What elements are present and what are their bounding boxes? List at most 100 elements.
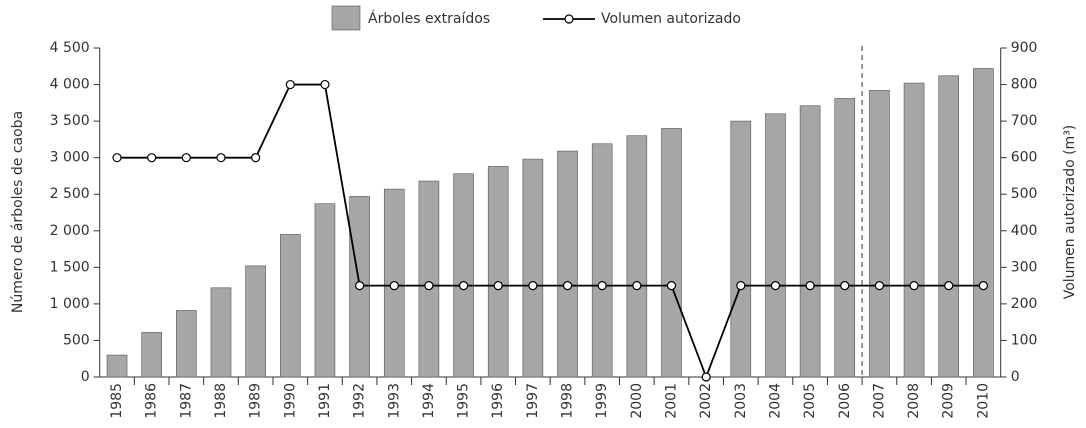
x-tick-label: 1993 xyxy=(386,383,402,419)
y-tick-label: 4 500 xyxy=(50,40,90,56)
bar xyxy=(279,234,301,378)
legend-marker xyxy=(564,14,574,24)
x-tick-label: 1987 xyxy=(178,383,194,419)
line-marker xyxy=(285,79,295,90)
x-tick-label: 1999 xyxy=(594,383,610,419)
bar xyxy=(765,113,786,378)
y2-tick-label: 600 xyxy=(1011,150,1038,166)
bar xyxy=(141,332,162,378)
line-marker xyxy=(562,281,573,291)
y-tick-label: 1 000 xyxy=(50,296,90,312)
y2-tick-label: 100 xyxy=(1011,332,1038,348)
line-marker xyxy=(389,281,399,291)
bar xyxy=(799,105,821,378)
y-axis-title: Número de árboles de caoba xyxy=(10,111,26,313)
y-tick-label: 3 000 xyxy=(50,150,90,166)
line-marker xyxy=(978,281,988,291)
bar xyxy=(314,203,336,378)
line-marker xyxy=(805,281,815,291)
bar xyxy=(661,128,682,378)
line-marker xyxy=(944,281,954,291)
bar xyxy=(903,82,925,378)
bar xyxy=(453,173,474,378)
line-marker xyxy=(701,372,711,382)
line-marker xyxy=(112,153,122,163)
x-tick-label: 1994 xyxy=(421,383,437,419)
line-marker xyxy=(874,281,885,291)
y2-tick-label: 300 xyxy=(1011,259,1038,275)
bar xyxy=(245,265,266,378)
legend-label: Árboles extraídos xyxy=(368,10,490,27)
y-tick-label: 3 500 xyxy=(50,113,90,129)
line-marker xyxy=(632,281,642,291)
bar xyxy=(176,310,197,378)
line-marker xyxy=(181,153,191,163)
x-tick-label: 1997 xyxy=(525,383,541,419)
x-tick-label: 2003 xyxy=(733,383,749,419)
y-tick-label: 1 500 xyxy=(50,259,90,275)
y2-tick-label: 200 xyxy=(1011,296,1038,312)
bar xyxy=(730,120,752,378)
bar xyxy=(106,354,128,378)
line-marker xyxy=(666,281,677,291)
y2-tick-label: 900 xyxy=(1011,40,1038,56)
line-marker xyxy=(458,281,469,291)
x-tick-label: 2004 xyxy=(767,383,783,419)
y-tick-label: 4 000 xyxy=(50,77,90,93)
x-tick-label: 1989 xyxy=(248,383,264,419)
line-marker xyxy=(251,153,261,163)
x-tick-label: 1986 xyxy=(144,383,160,419)
x-tick-label: 1998 xyxy=(560,383,576,419)
y2-tick-label: 700 xyxy=(1011,113,1038,129)
bar xyxy=(938,75,960,378)
x-tick-label: 2005 xyxy=(802,383,818,419)
line-marker xyxy=(216,153,226,163)
line-marker xyxy=(355,281,365,291)
y2-axis-title: Volumen autorizado (m³) xyxy=(1062,125,1078,300)
bar xyxy=(591,143,613,378)
line xyxy=(117,83,984,380)
bar xyxy=(869,90,890,378)
line-marker xyxy=(770,281,781,291)
bar xyxy=(834,98,856,378)
y2-tick-label: 500 xyxy=(1011,186,1038,202)
line-marker xyxy=(493,281,503,291)
x-tick-label: 2000 xyxy=(629,383,645,419)
bar xyxy=(418,180,440,378)
bar xyxy=(557,150,578,378)
bar xyxy=(626,135,648,378)
x-tick-label: 1991 xyxy=(317,383,333,419)
bar xyxy=(210,287,232,378)
line-marker xyxy=(840,281,850,291)
x-tick-label: 1992 xyxy=(352,383,368,419)
y2-tick-label: 800 xyxy=(1011,77,1038,93)
x-tick-label: 1995 xyxy=(456,383,472,419)
x-tick-label: 1988 xyxy=(213,383,229,419)
y2-tick-label: 400 xyxy=(1011,223,1038,239)
y-tick-label: 500 xyxy=(63,332,90,348)
line-marker xyxy=(736,281,746,291)
line-marker xyxy=(909,281,919,291)
y-tick-label: 2 000 xyxy=(50,223,90,239)
y-tick-label: 2 500 xyxy=(50,186,90,202)
x-tick-label: 2007 xyxy=(871,383,887,419)
x-tick-label: 2010 xyxy=(975,383,991,419)
x-tick-label: 1996 xyxy=(490,383,506,419)
bar xyxy=(973,68,994,378)
x-tick-label: 2009 xyxy=(941,383,957,419)
line-marker xyxy=(320,79,330,90)
x-tick-label: 2001 xyxy=(663,383,679,419)
x-tick-label: 1985 xyxy=(109,383,125,419)
bar xyxy=(522,158,544,378)
y-tick-label: 0 xyxy=(81,369,90,385)
legend-swatch xyxy=(331,5,361,31)
x-tick-label: 2008 xyxy=(906,383,922,419)
x-tick-label: 1990 xyxy=(282,383,298,419)
x-tick-label: 2006 xyxy=(837,383,853,419)
line-marker xyxy=(528,281,538,291)
y2-tick-label: 0 xyxy=(1011,369,1020,385)
line-marker xyxy=(147,153,157,163)
legend-label: Volumen autorizado xyxy=(601,11,741,27)
x-tick-label: 2002 xyxy=(698,383,714,419)
